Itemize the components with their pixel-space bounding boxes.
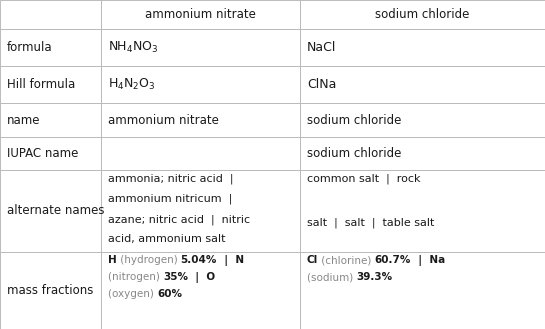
Text: mass fractions: mass fractions [7, 284, 93, 297]
Text: alternate names: alternate names [7, 204, 105, 217]
Bar [101, 170, 300, 252]
Text: Hill formula: Hill formula [7, 78, 75, 91]
Bar [101, 29, 300, 66]
Bar [300, 137, 545, 170]
Bar [300, 29, 545, 66]
Text: 5.04%: 5.04% [180, 255, 217, 265]
Text: azane; nitric acid  |  nitric: azane; nitric acid | nitric [108, 214, 250, 224]
Text: |  Na: | Na [411, 255, 445, 266]
Bar [0, 170, 101, 252]
Text: salt  |  salt  |  table salt: salt | salt | table salt [307, 217, 434, 228]
Bar [300, 66, 545, 103]
Text: common salt  |  rock: common salt | rock [307, 173, 420, 184]
Text: NaCl: NaCl [307, 41, 336, 54]
Bar [101, 137, 300, 170]
Bar [0, 29, 101, 66]
Bar [0, 137, 101, 170]
Bar [101, 103, 300, 137]
Bar [300, 103, 545, 137]
Text: formula: formula [7, 41, 53, 54]
Text: (chlorine): (chlorine) [318, 255, 375, 265]
Text: NH$_4$NO$_3$: NH$_4$NO$_3$ [108, 40, 159, 56]
Bar [101, 0, 300, 29]
Text: sodium chloride: sodium chloride [375, 8, 470, 21]
Text: (sodium): (sodium) [307, 272, 356, 282]
Bar [0, 103, 101, 137]
Bar [300, 0, 545, 29]
Text: Cl: Cl [307, 255, 318, 265]
Bar [300, 170, 545, 252]
Bar [0, 252, 101, 329]
Text: H: H [108, 255, 117, 265]
Bar [101, 66, 300, 103]
Text: 60%: 60% [157, 290, 182, 299]
Text: 35%: 35% [163, 272, 188, 282]
Text: sodium chloride: sodium chloride [307, 147, 401, 160]
Text: |  O: | O [188, 272, 215, 283]
Text: (nitrogen): (nitrogen) [108, 272, 163, 282]
Bar [0, 0, 101, 29]
Text: ammonium nitricum  |: ammonium nitricum | [108, 194, 232, 204]
Text: H$_4$N$_2$O$_3$: H$_4$N$_2$O$_3$ [108, 77, 155, 92]
Text: (hydrogen): (hydrogen) [117, 255, 180, 265]
Bar [300, 252, 545, 329]
Text: sodium chloride: sodium chloride [307, 114, 401, 127]
Text: ClNa: ClNa [307, 78, 336, 91]
Text: IUPAC name: IUPAC name [7, 147, 78, 160]
Text: 39.3%: 39.3% [356, 272, 392, 282]
Text: ammonium nitrate: ammonium nitrate [108, 114, 219, 127]
Bar [101, 252, 300, 329]
Text: acid, ammonium salt: acid, ammonium salt [108, 234, 226, 244]
Bar [0, 66, 101, 103]
Text: name: name [7, 114, 40, 127]
Text: 60.7%: 60.7% [375, 255, 411, 265]
Text: ammonium nitrate: ammonium nitrate [145, 8, 256, 21]
Text: |  N: | N [217, 255, 244, 266]
Text: (oxygen): (oxygen) [108, 290, 157, 299]
Text: ammonia; nitric acid  |: ammonia; nitric acid | [108, 173, 233, 184]
